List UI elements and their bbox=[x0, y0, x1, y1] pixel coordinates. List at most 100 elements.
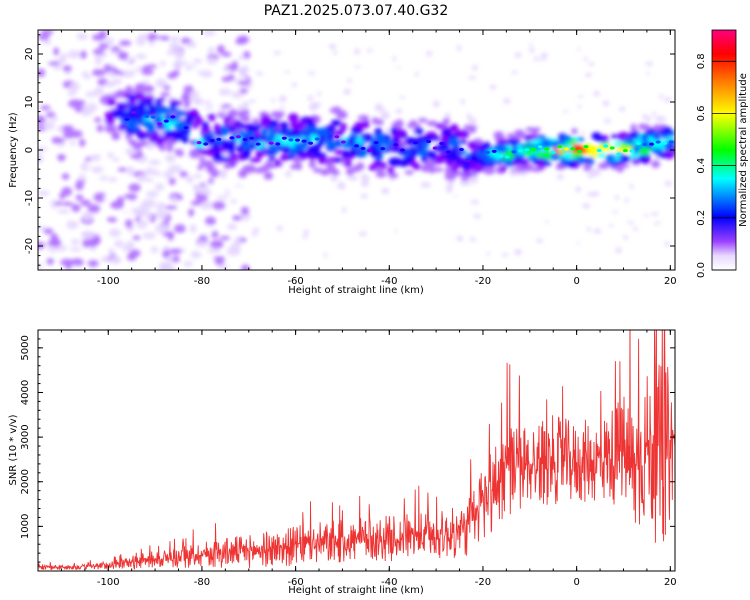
spectrogram-cell bbox=[503, 98, 511, 104]
spectrogram-cell bbox=[646, 71, 650, 75]
spectrogram-core-cell bbox=[216, 137, 222, 141]
spectrogram-cell bbox=[92, 48, 105, 55]
spectrogram-cell bbox=[261, 127, 269, 136]
spectrogram-cell bbox=[135, 83, 147, 91]
spectrogram-cell bbox=[206, 165, 216, 174]
spectrogram-blobs bbox=[38, 30, 675, 270]
spectrogram-cell bbox=[170, 36, 180, 42]
spectrogram-cell bbox=[57, 209, 71, 214]
spectrogram-cell bbox=[227, 139, 236, 146]
spectrogram-core-cell bbox=[432, 146, 438, 150]
spectrogram-cell bbox=[446, 153, 458, 162]
spectrogram-cell bbox=[285, 170, 292, 178]
spectrogram-cell bbox=[466, 113, 472, 119]
spectrogram-cell bbox=[438, 151, 446, 158]
spectrogram-core-cell bbox=[465, 158, 471, 162]
spectrogram-cell bbox=[441, 129, 452, 136]
spectrogram-cell bbox=[395, 228, 404, 231]
spectrogram-cell bbox=[219, 169, 228, 179]
spectrogram-cell bbox=[193, 97, 203, 106]
spectrogram-cell bbox=[453, 195, 458, 198]
spectrogram-cell bbox=[103, 64, 111, 72]
spectrogram-cell bbox=[163, 170, 173, 180]
spectrogram-cell bbox=[237, 130, 245, 135]
spectrogram-cell bbox=[221, 51, 232, 57]
spectrogram-cell bbox=[104, 124, 117, 134]
spectrogram-cell bbox=[240, 206, 250, 216]
spectrogram-core-cell bbox=[393, 143, 399, 147]
spectrogram-cell bbox=[69, 140, 77, 146]
spectrogram-core-cell bbox=[622, 149, 628, 153]
spectrogram-cell bbox=[211, 230, 219, 239]
spectrogram-cell bbox=[624, 228, 630, 234]
spectrogram-cell bbox=[652, 148, 663, 155]
spectrogram-cell bbox=[484, 156, 495, 163]
spectrogram-cell bbox=[135, 66, 143, 73]
spectrogram-cell bbox=[433, 100, 440, 108]
spectrogram-cell bbox=[308, 160, 316, 169]
spectrogram-core-cell bbox=[229, 136, 235, 140]
spectrogram-cell bbox=[345, 167, 355, 176]
spectrogram-core-cell bbox=[124, 117, 130, 121]
snr-ytick-label: 2000 bbox=[20, 469, 31, 494]
spectrogram-cell bbox=[125, 132, 133, 140]
spectrogram-cell bbox=[208, 113, 216, 122]
spectrogram-core-cell bbox=[635, 141, 641, 145]
spectrogram-cell bbox=[114, 240, 124, 248]
spectrogram-cell bbox=[531, 139, 541, 146]
spectrogram-cell bbox=[168, 177, 176, 186]
spectrogram-cell bbox=[460, 98, 465, 105]
spectrogram-cell bbox=[40, 105, 51, 111]
spectrogram-cell bbox=[38, 190, 50, 196]
spectrogram-cell bbox=[383, 139, 393, 147]
spectrogram-cell bbox=[653, 124, 662, 132]
spectrogram-cell bbox=[96, 124, 104, 133]
spectrogram-cell bbox=[426, 150, 433, 157]
spectrogram-cell bbox=[143, 94, 155, 101]
spectrogram-cell bbox=[453, 163, 460, 170]
spectrogram-cell bbox=[624, 198, 629, 203]
spectrogram-cell bbox=[631, 135, 640, 140]
snr-xtick-label: -80 bbox=[194, 577, 210, 588]
spectrogram-core-cell bbox=[531, 147, 537, 151]
spectrogram-cell bbox=[75, 194, 84, 201]
spectrogram-cell bbox=[79, 138, 86, 147]
spectrogram-cell bbox=[413, 127, 424, 135]
spectrogram-core-cell bbox=[557, 144, 563, 149]
spectrogram-cell bbox=[280, 153, 288, 162]
spectrogram-cell bbox=[341, 207, 347, 213]
spectrogram-core-cell bbox=[367, 148, 373, 153]
spectrogram-cell bbox=[470, 200, 474, 205]
spectrogram-cell bbox=[331, 109, 341, 114]
spectrogram-cell bbox=[85, 160, 100, 168]
spectrogram-cell bbox=[385, 128, 390, 133]
spectrogram-cell bbox=[139, 105, 147, 113]
spectrogram-cell bbox=[330, 142, 338, 148]
spectrogram-cell bbox=[195, 213, 203, 219]
spectrogram-cell bbox=[167, 72, 178, 79]
colorbar-gradient bbox=[712, 30, 736, 270]
spectrogram-cell bbox=[420, 164, 432, 173]
spectrogram-cell bbox=[486, 252, 490, 256]
spectrogram-cell bbox=[125, 219, 133, 228]
spectrogram-core-cell bbox=[668, 140, 674, 144]
spectrogram-cell bbox=[357, 114, 370, 121]
spectrogram-cell bbox=[81, 211, 93, 222]
spectrogram-cell bbox=[304, 60, 312, 64]
spectrogram-cell bbox=[598, 162, 610, 170]
spectrogram-cell bbox=[623, 234, 628, 241]
spectrogram-cell bbox=[178, 186, 191, 195]
spectrogram-cell bbox=[78, 173, 86, 181]
spectrogram-cell bbox=[284, 70, 291, 73]
spectrogram-cell bbox=[242, 101, 249, 108]
spectrogram-cell bbox=[241, 109, 250, 116]
spectrogram-cell bbox=[223, 162, 232, 170]
spectrogram-cell bbox=[645, 116, 652, 122]
spectrogram-cell bbox=[469, 117, 477, 125]
spectrogram-cell bbox=[271, 119, 279, 126]
spectrogram-core-cell bbox=[144, 114, 150, 118]
spectrogram-cell bbox=[125, 240, 135, 251]
spectrogram-cell bbox=[67, 90, 77, 97]
colorbar-frame bbox=[711, 29, 737, 271]
spectrogram-cell bbox=[46, 257, 54, 265]
